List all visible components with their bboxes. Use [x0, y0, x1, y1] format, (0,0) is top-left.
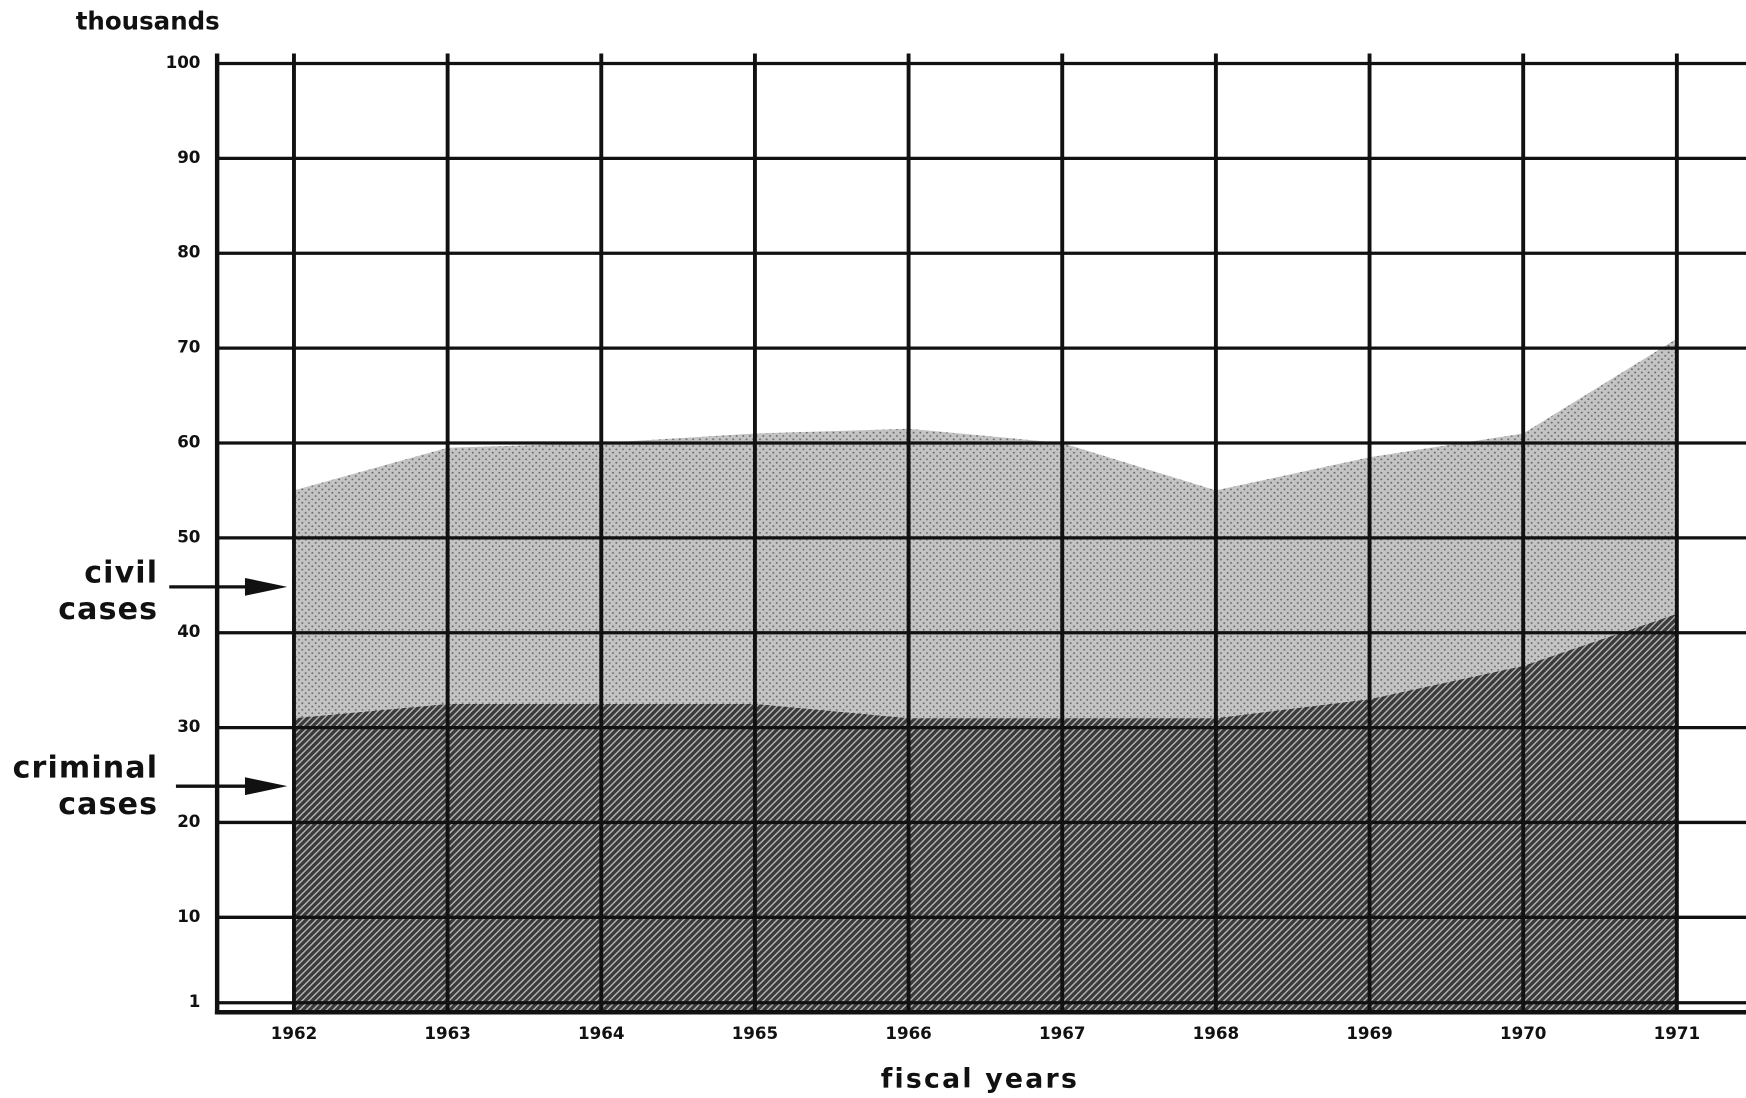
- x-tick-label: 1966: [885, 1023, 931, 1043]
- areas: [293, 338, 1677, 1013]
- y-tick-label: 20: [177, 811, 200, 831]
- grid: 1 10 20 30 40 50 60 70 80 90 100 1962 1963 1964 1965 19…: [166, 52, 1746, 1043]
- y-axis-label: thousands: [76, 6, 220, 35]
- area: [293, 338, 1677, 719]
- y-tick-label: 1: [189, 991, 201, 1011]
- y-tick-label: 90: [177, 147, 200, 167]
- area: [293, 613, 1677, 1013]
- legend-label: criminal cases: [12, 750, 159, 822]
- legend-item: civil cases: [58, 555, 159, 627]
- y-tick-label: 70: [177, 337, 200, 357]
- legend-arrow: [169, 577, 288, 596]
- y-tick-label: 10: [177, 906, 200, 926]
- y-tick-label: 30: [177, 716, 200, 736]
- legend-item: criminal cases: [12, 750, 159, 822]
- x-tick-label: 1967: [1039, 1023, 1085, 1043]
- x-tick-label: 1970: [1500, 1023, 1546, 1043]
- x-axis-label: fiscal years: [881, 1064, 1079, 1095]
- x-tick-label: 1963: [424, 1023, 470, 1043]
- y-tick-label: 50: [177, 526, 200, 546]
- y-tick-label: 80: [177, 242, 200, 262]
- x-tick-label: 1962: [271, 1023, 317, 1043]
- legend-label: civil cases: [58, 555, 159, 627]
- legend-arrow: [175, 777, 288, 796]
- x-tick-label: 1969: [1346, 1023, 1392, 1043]
- x-tick-label: 1965: [732, 1023, 778, 1043]
- x-tick-label: 1964: [578, 1023, 624, 1043]
- x-tick-label: 1971: [1654, 1023, 1700, 1043]
- x-tick-label: 1968: [1193, 1023, 1239, 1043]
- y-tick-label: 60: [177, 431, 200, 451]
- y-tick-label: 100: [166, 52, 201, 72]
- y-tick-label: 40: [177, 621, 200, 641]
